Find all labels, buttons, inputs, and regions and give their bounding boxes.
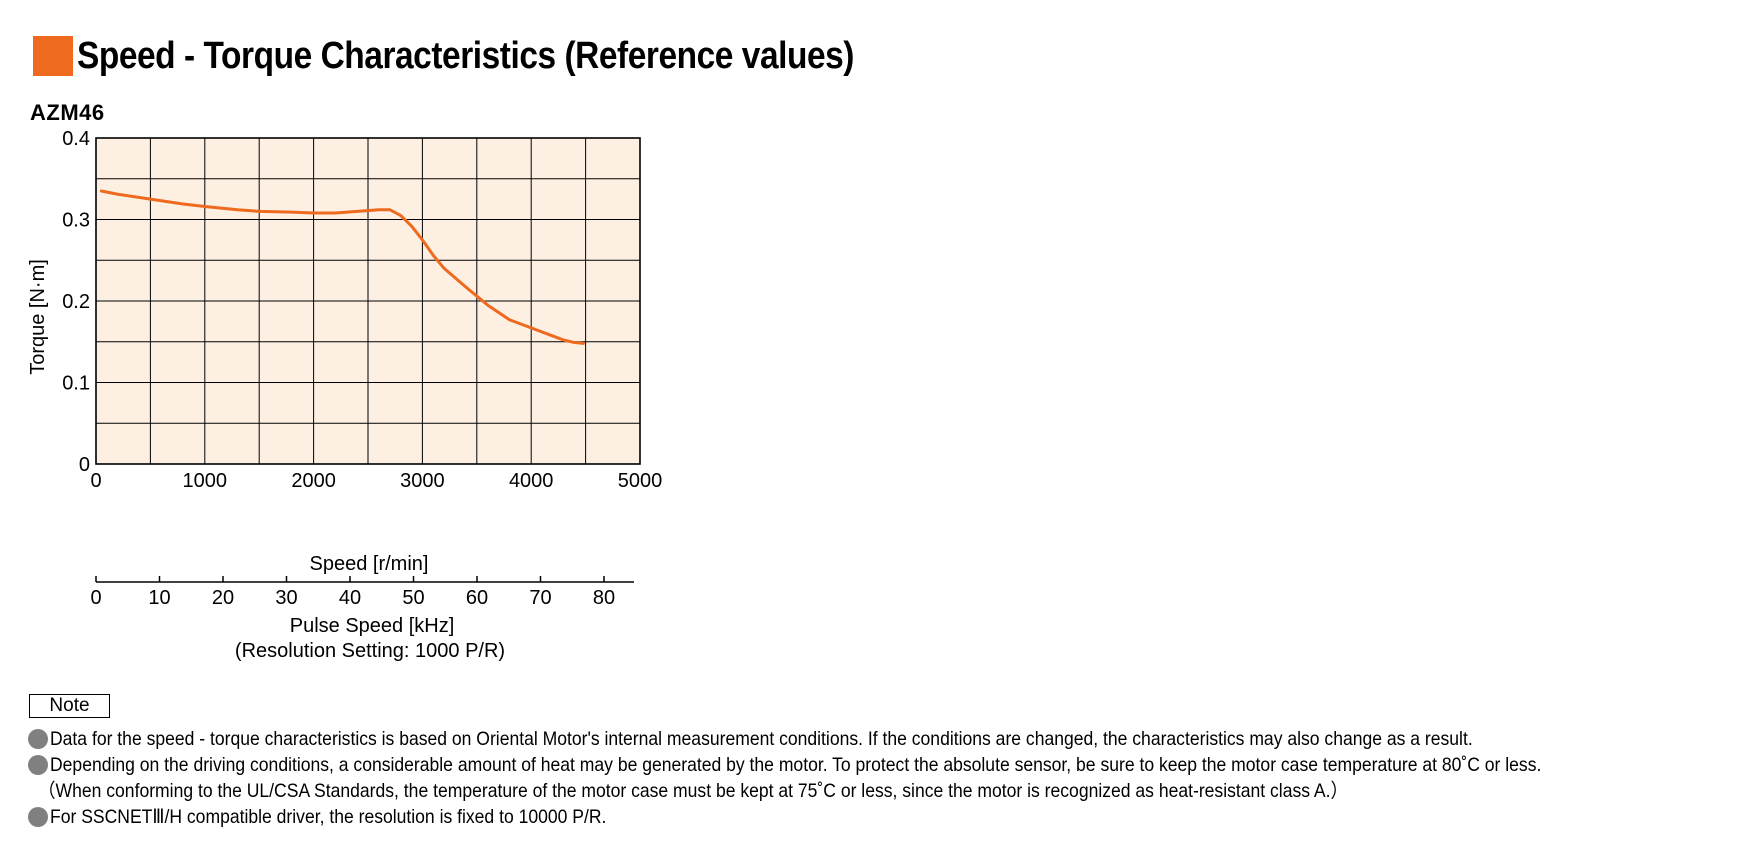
pulse-speed-axis-label: Pulse Speed [kHz] bbox=[290, 615, 455, 637]
x-axis-label: Speed [r/min] bbox=[310, 553, 429, 575]
page-header: Speed - Torque Characteristics (Referenc… bbox=[33, 34, 960, 78]
y-axis-label: Torque [N·m] bbox=[27, 259, 49, 375]
note-item: For SSCNETⅢ/H compatible driver, the res… bbox=[28, 804, 1748, 830]
plot-frame bbox=[95, 137, 641, 465]
pulse-speed-tick-label: 20 bbox=[212, 587, 234, 609]
x-tick-label: 4000 bbox=[509, 470, 554, 492]
pulse-speed-tick-label: 10 bbox=[148, 587, 170, 609]
y-tick-label: 0.1 bbox=[62, 373, 90, 395]
x-tick-label: 3000 bbox=[400, 470, 445, 492]
y-tick-label: 0.2 bbox=[62, 291, 90, 313]
bullet-icon bbox=[28, 807, 48, 827]
x-tick-label: 1000 bbox=[183, 470, 228, 492]
page-title: Speed - Torque Characteristics (Referenc… bbox=[77, 34, 854, 77]
pulse-speed-tick-label: 0 bbox=[90, 587, 101, 609]
pulse-speed-tick-label: 40 bbox=[339, 587, 361, 609]
y-tick-labels: 0 0.1 0.2 0.3 0.4 bbox=[62, 130, 90, 476]
x-tick-label: 5000 bbox=[618, 470, 663, 492]
note-item: Depending on the driving conditions, a c… bbox=[28, 752, 1748, 778]
bullet-icon bbox=[28, 729, 48, 749]
title-marker-square bbox=[33, 36, 73, 76]
grid-lines bbox=[96, 138, 640, 464]
pulse-speed-tick-label: 30 bbox=[275, 587, 297, 609]
note-item: （When conforming to the UL/CSA Standards… bbox=[28, 778, 1748, 804]
y-tick-label: 0.4 bbox=[62, 130, 90, 150]
pulse-speed-tick-label: 80 bbox=[593, 587, 615, 609]
y-tick-label: 0 bbox=[79, 454, 90, 476]
torque-curve bbox=[99, 189, 585, 345]
note-item: Data for the speed - torque characterist… bbox=[28, 726, 1748, 752]
pulse-speed-tick-label: 60 bbox=[466, 587, 488, 609]
note-text: Data for the speed - torque characterist… bbox=[50, 728, 1473, 750]
pulse-speed-axis-sublabel: (Resolution Setting: 1000 P/R) bbox=[235, 640, 505, 662]
pulse-speed-ticks: 0 10 20 30 40 50 60 70 80 bbox=[90, 576, 615, 609]
pulse-speed-tick-label: 70 bbox=[529, 587, 551, 609]
x-tick-labels: 0 1000 2000 3000 4000 5000 bbox=[90, 470, 662, 492]
model-name: AZM46 bbox=[30, 100, 105, 125]
note-text: For SSCNETⅢ/H compatible driver, the res… bbox=[50, 806, 607, 828]
note-text: （When conforming to the UL/CSA Standards… bbox=[38, 780, 1349, 802]
note-label: Note bbox=[29, 694, 110, 718]
notes-list: Data for the speed - torque characterist… bbox=[28, 726, 1748, 830]
x-tick-label: 2000 bbox=[291, 470, 336, 492]
y-tick-label: 0.3 bbox=[62, 210, 90, 232]
bullet-icon bbox=[28, 755, 48, 775]
pulse-speed-tick-label: 50 bbox=[402, 587, 424, 609]
x-tick-label: 0 bbox=[90, 470, 101, 492]
speed-torque-chart: 0 0.1 0.2 0.3 0.4 0 1000 2000 3000 4000 5000 Torq… bbox=[27, 130, 662, 662]
note-text: Depending on the driving conditions, a c… bbox=[50, 754, 1542, 776]
